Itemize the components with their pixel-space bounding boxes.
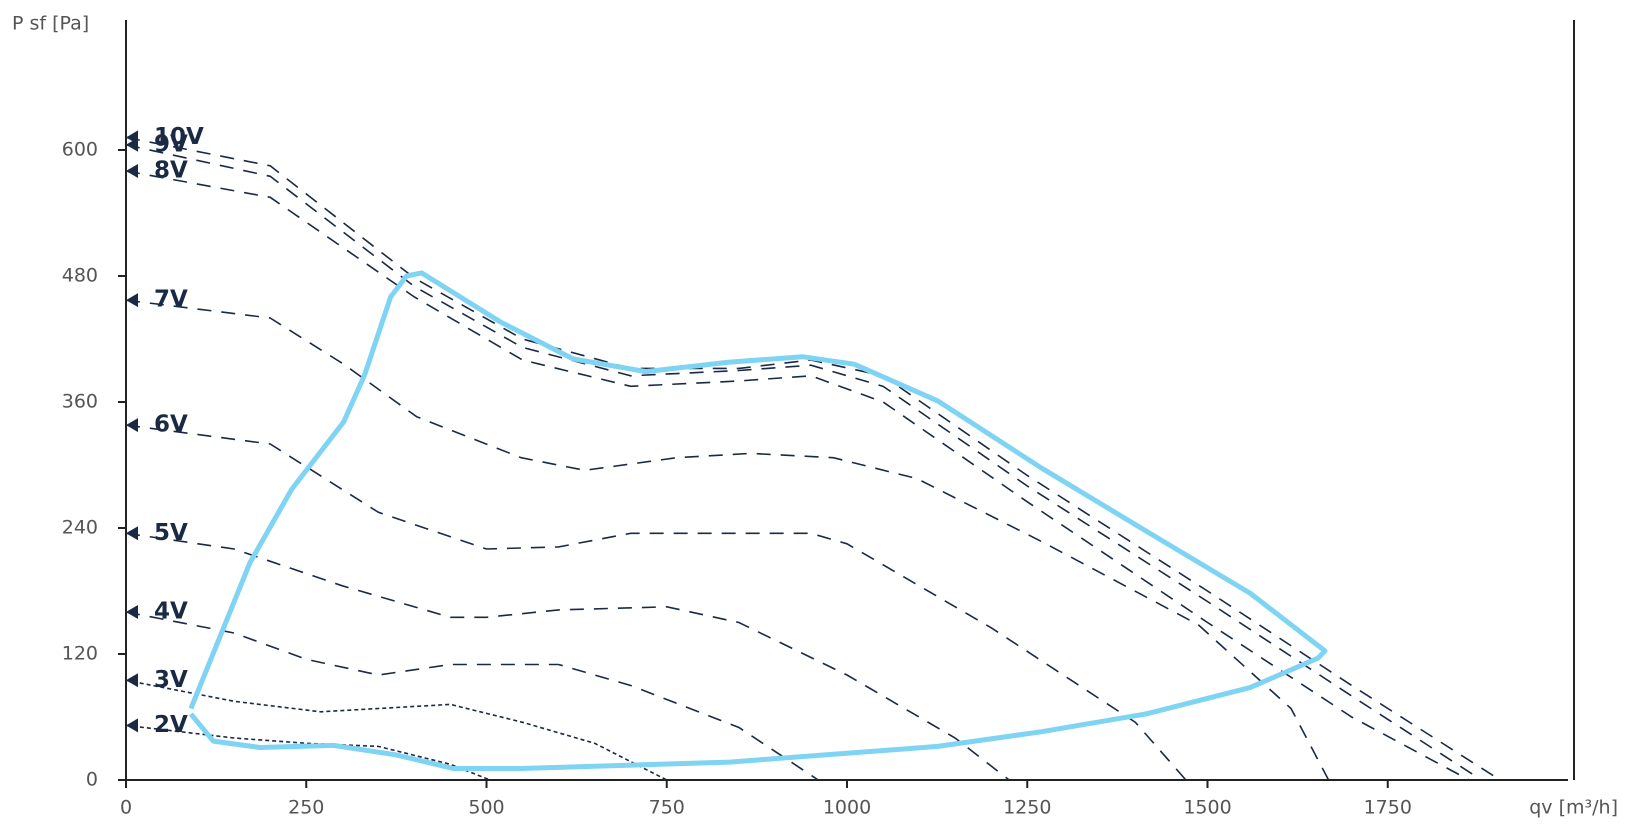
operating-envelope [188,270,1328,771]
curve-label: 9V [154,131,188,157]
curve-label: 4V [154,599,188,625]
x-tick-label: 250 [288,797,324,819]
x-tick-label: 0 [120,797,132,819]
curve-arrow [126,137,138,152]
curve-label: 2V [154,712,188,738]
x-tick-label: 500 [468,797,504,819]
fan-curve [125,532,1010,781]
curve-label: 5V [154,520,188,546]
x-tick-label: 1500 [1183,797,1231,819]
x-axis-label: qv [m³/h] [1529,797,1618,819]
y-tick-label: 240 [62,517,98,539]
y-tick-label: 600 [62,139,98,161]
curve-label: 7V [154,287,188,313]
y-tick-label: 480 [62,265,98,287]
curve-arrow [126,293,138,308]
y-tick-label: 120 [62,643,98,665]
curve-arrow [126,526,138,541]
curve-label: 8V [154,158,188,184]
x-tick-label: 750 [649,797,685,819]
y-tick-label: 0 [86,769,98,791]
x-tick-label: 1750 [1364,797,1412,819]
fan-curve [125,424,1187,781]
fan-curve [125,299,1330,781]
y-tick-label: 360 [62,391,98,413]
y-axis-label: P sf [Pa] [12,13,89,35]
fan-curve [125,611,819,781]
curve-arrow [126,673,138,688]
fan-curve [125,144,1482,781]
curve-arrow [126,605,138,619]
curve-label: 3V [154,667,188,693]
curve-arrow [126,418,138,433]
x-tick-label: 1000 [823,797,871,819]
fan-curve [125,679,668,781]
curve-label: 6V [154,412,188,438]
fan-curve [125,170,1470,781]
x-tick-label: 1250 [1003,797,1051,819]
curve-arrow [126,718,138,733]
fan-curve [125,136,1501,781]
curve-arrow [126,164,138,178]
curve-label: 10V [154,124,204,150]
